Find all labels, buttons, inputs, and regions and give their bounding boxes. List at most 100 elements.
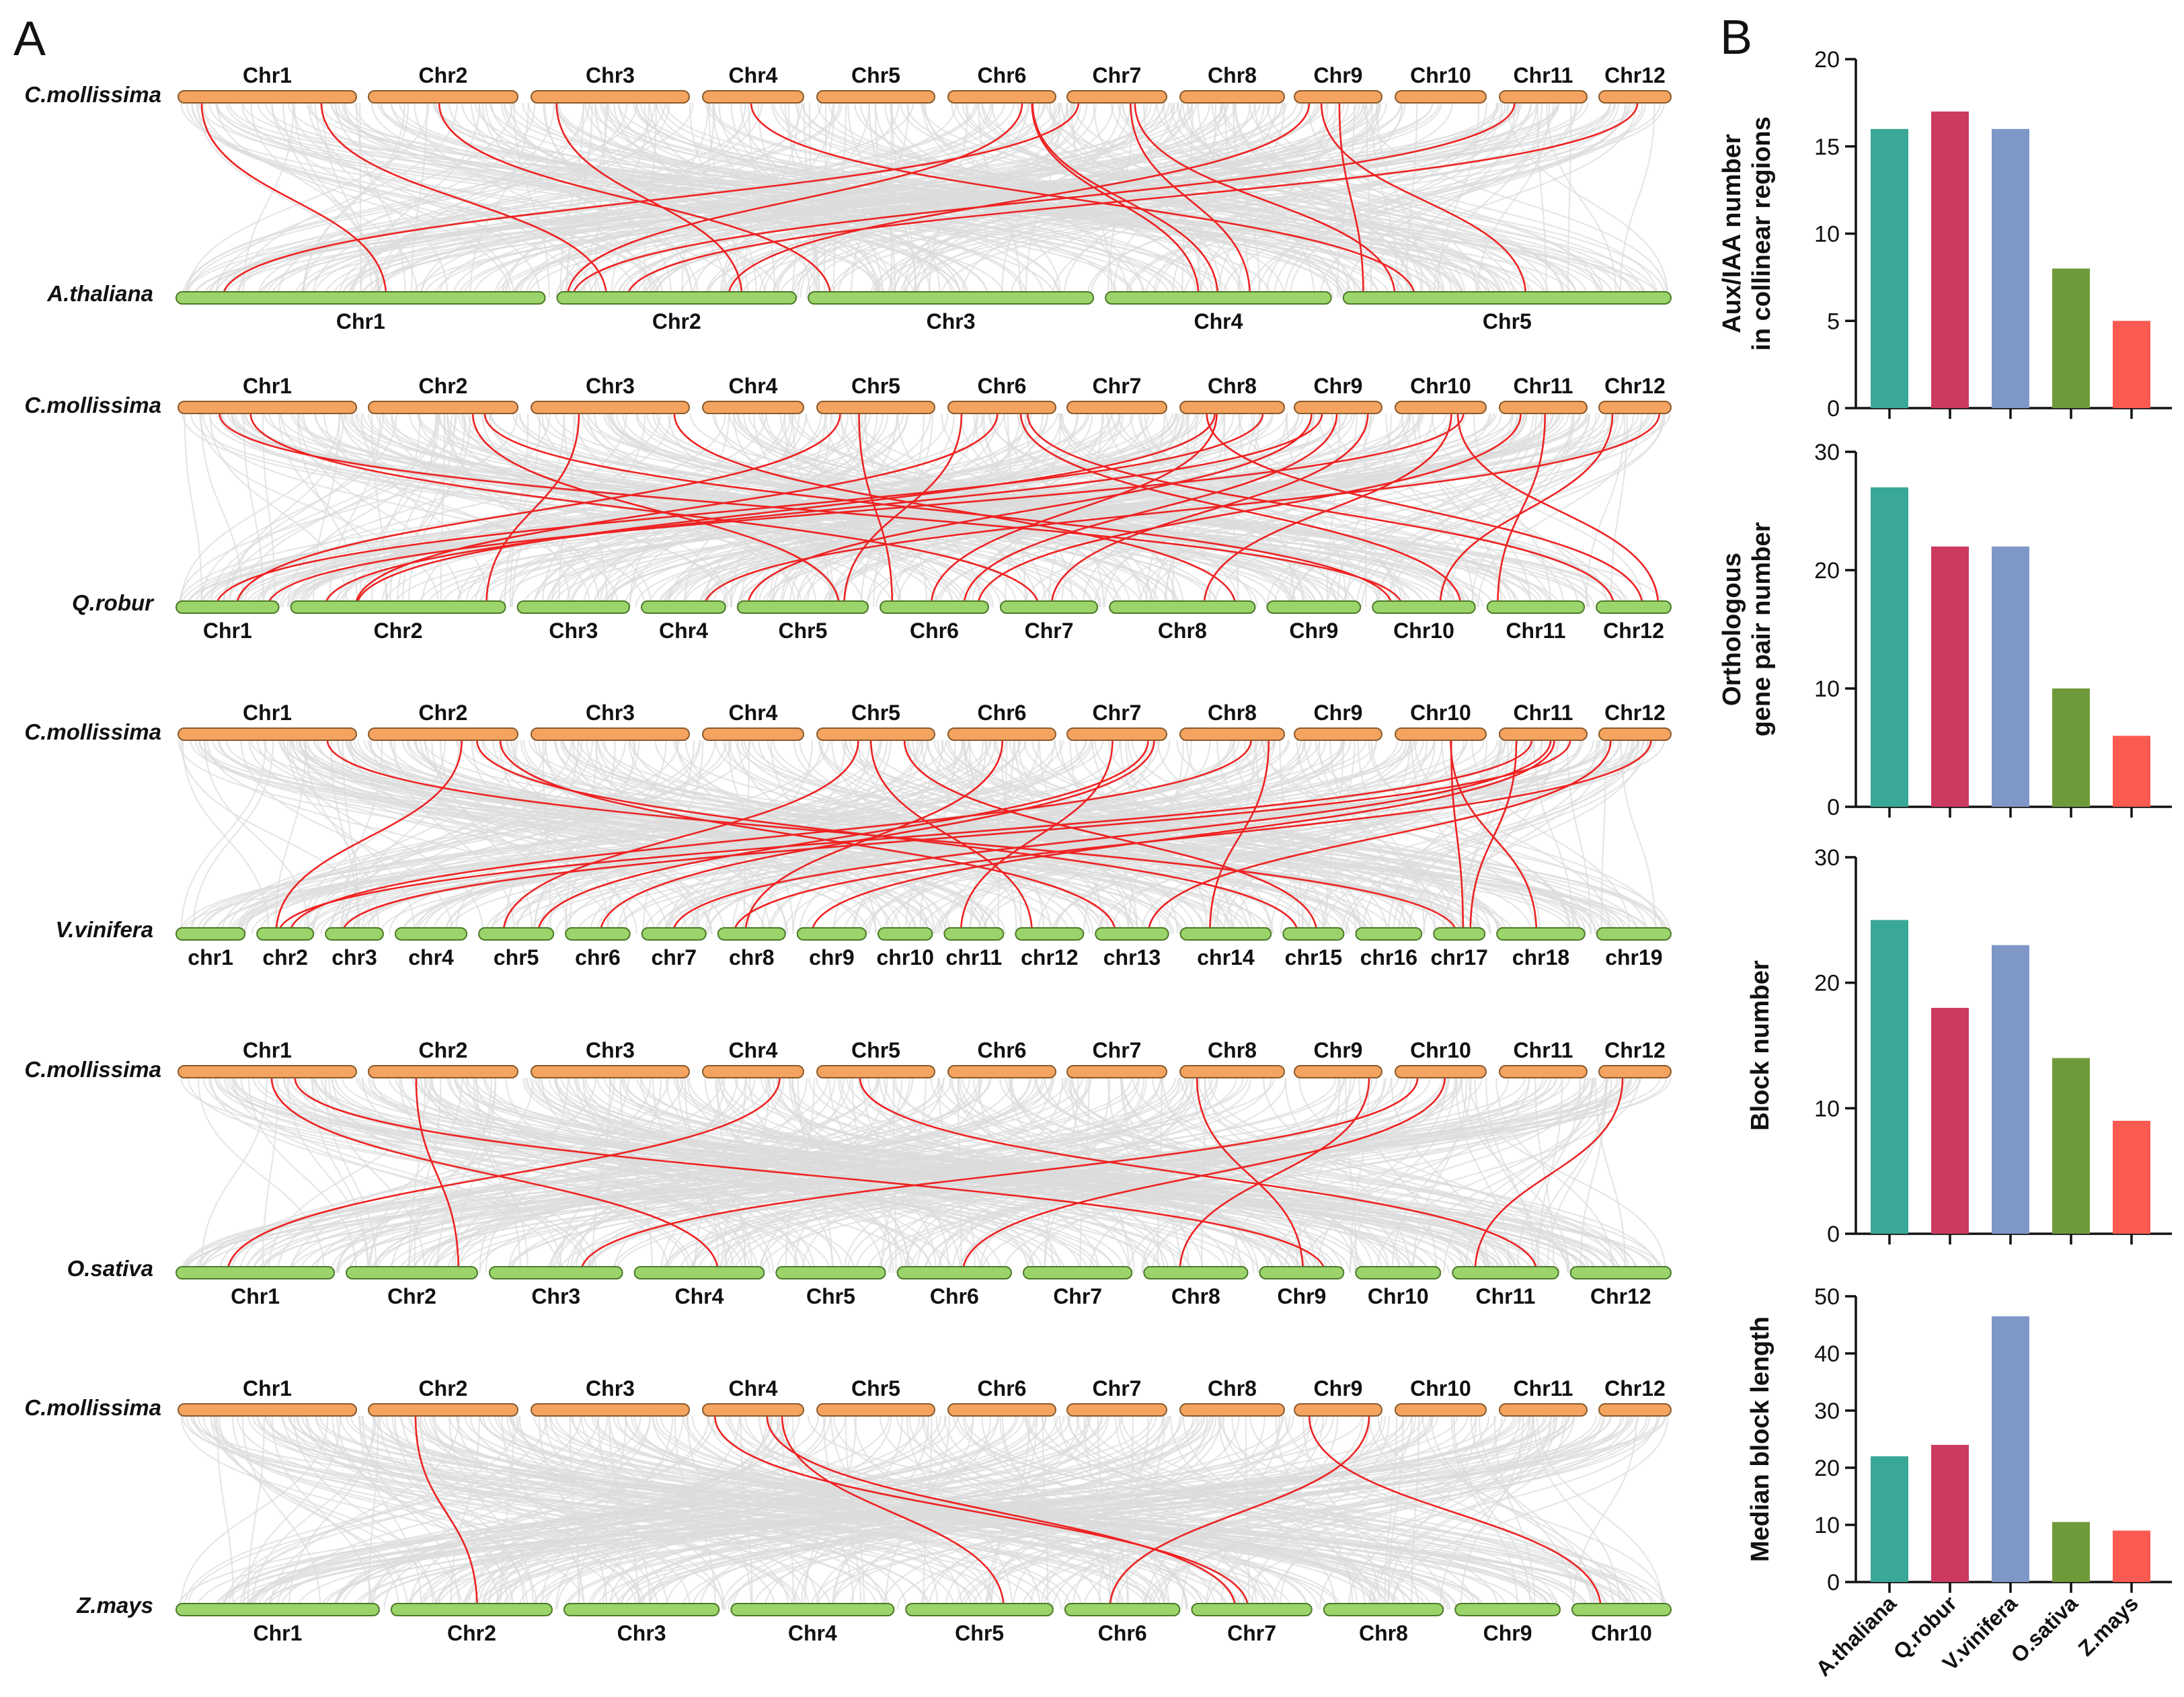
background-link xyxy=(1066,1415,1535,1610)
background-link xyxy=(1536,1415,1664,1610)
ref-chromosome-label: Chr6 xyxy=(978,1038,1027,1062)
background-link xyxy=(556,102,1061,299)
background-link xyxy=(302,102,405,299)
highlighted-link xyxy=(502,740,859,935)
target-chromosome-label: Chr5 xyxy=(806,1284,855,1308)
background-link xyxy=(338,102,753,299)
highlighted-link xyxy=(1050,413,1369,608)
background-link xyxy=(396,413,471,608)
target-chromosome-chr1 xyxy=(176,600,280,614)
background-link xyxy=(599,413,800,608)
bar-v-vinifera xyxy=(1992,128,2029,409)
target-chromosome-label: Chr12 xyxy=(1603,619,1664,643)
background-link xyxy=(665,102,1637,299)
background-link xyxy=(1350,1077,1456,1273)
category-label: O.sativa xyxy=(2006,1591,2082,1667)
highlighted-link xyxy=(354,413,999,608)
target-chromosome-label: chr1 xyxy=(188,945,233,970)
background-link xyxy=(802,413,1300,608)
target-chromosome-label: Chr12 xyxy=(1590,1284,1651,1308)
background-link xyxy=(390,1077,652,1273)
background-link xyxy=(443,413,600,608)
y-tick-label: 50 xyxy=(1814,1284,1840,1310)
target-chromosome-chr9 xyxy=(1259,1266,1345,1279)
background-link xyxy=(305,740,380,935)
highlighted-link xyxy=(485,413,580,608)
background-link xyxy=(1121,1415,1600,1610)
background-link xyxy=(180,413,341,608)
synteny-panel-o-sativa: C.mollissima O.sativa Chr1 Chr2 Chr3 Chr4 Chr5… xyxy=(24,1038,1672,1308)
target-chromosome-label: chr11 xyxy=(946,945,1003,970)
background-link xyxy=(271,1415,373,1610)
background-link xyxy=(948,740,1666,935)
ref-chromosome-chr1 xyxy=(178,1065,357,1078)
background-link xyxy=(896,1415,1606,1610)
target-chromosome-chr9 xyxy=(796,927,867,941)
target-chromosome-label: Chr7 xyxy=(1053,1284,1102,1308)
background-link xyxy=(245,740,752,935)
background-link xyxy=(924,1077,1458,1273)
target-chromosome-chr10 xyxy=(877,927,933,941)
background-link xyxy=(569,1415,580,1610)
highlighted-link xyxy=(1450,740,1465,935)
ref-chromosome-chr4 xyxy=(702,1403,804,1417)
highlighted-link xyxy=(471,413,841,608)
highlighted-link xyxy=(1450,740,1538,935)
ref-chromosome-label: Chr1 xyxy=(243,1038,292,1062)
background-link xyxy=(438,102,992,299)
background-link xyxy=(938,1077,1518,1273)
background-link xyxy=(1322,740,1411,935)
background-link xyxy=(719,102,834,299)
highlighted-link xyxy=(673,413,1237,608)
background-link xyxy=(332,1415,514,1610)
reference-species-label: C.mollissima xyxy=(24,719,161,744)
background-link xyxy=(224,1415,548,1610)
highlighted-link xyxy=(960,740,1114,935)
background-link xyxy=(925,740,1500,935)
background-link xyxy=(417,413,1279,608)
background-link xyxy=(1009,740,1499,935)
background-link xyxy=(182,1415,1147,1610)
target-chromosome-label: Chr4 xyxy=(674,1284,724,1308)
background-link xyxy=(337,102,1135,299)
background-link xyxy=(221,1415,1363,1610)
bar-z-mays xyxy=(2113,321,2150,408)
y-axis-title: Aux/IAA number xyxy=(1718,134,1746,333)
bar-v-vinifera xyxy=(1992,945,2029,1234)
bar-chart-2: 0 10 20 30 Orthologous gene pair number xyxy=(1718,440,2172,820)
background-link xyxy=(222,413,385,608)
background-link xyxy=(467,1415,684,1610)
y-tick-label: 20 xyxy=(1814,47,1840,73)
background-link xyxy=(1443,1077,1594,1273)
bar-o-sativa xyxy=(2052,1522,2090,1582)
highlighted-link xyxy=(1308,1415,1602,1610)
background-link xyxy=(583,1077,1081,1273)
background-link xyxy=(641,1077,1523,1273)
ref-chromosome-chr7 xyxy=(1066,1403,1167,1417)
background-link xyxy=(239,740,1468,935)
y-axis-title: gene pair number xyxy=(1748,522,1776,736)
background-link xyxy=(541,740,921,935)
background-link xyxy=(1216,740,1256,935)
background-link xyxy=(995,740,1532,935)
background-link xyxy=(330,740,359,935)
y-tick-label: 30 xyxy=(1814,1398,1840,1424)
target-chromosome-chr3 xyxy=(808,291,1095,305)
highlighted-link xyxy=(235,413,841,608)
background-link xyxy=(808,1077,1401,1273)
target-chromosome-label: Chr10 xyxy=(1591,1621,1652,1645)
background-link xyxy=(338,413,1178,608)
background-link xyxy=(282,1077,1059,1273)
background-link xyxy=(432,102,1210,299)
target-chromosome-label: chr17 xyxy=(1430,945,1487,970)
target-chromosome-chr8 xyxy=(717,927,786,941)
background-link xyxy=(767,1077,1300,1273)
target-chromosome-chr2 xyxy=(346,1266,478,1279)
target-chromosome-label: Chr8 xyxy=(1158,619,1207,643)
background-link xyxy=(539,1077,1507,1273)
reference-species-label: C.mollissima xyxy=(24,1395,161,1420)
background-link xyxy=(558,1077,662,1273)
target-chromosome-label: chr4 xyxy=(408,945,454,970)
ref-chromosome-chr1 xyxy=(178,90,357,104)
background-link xyxy=(510,102,819,299)
